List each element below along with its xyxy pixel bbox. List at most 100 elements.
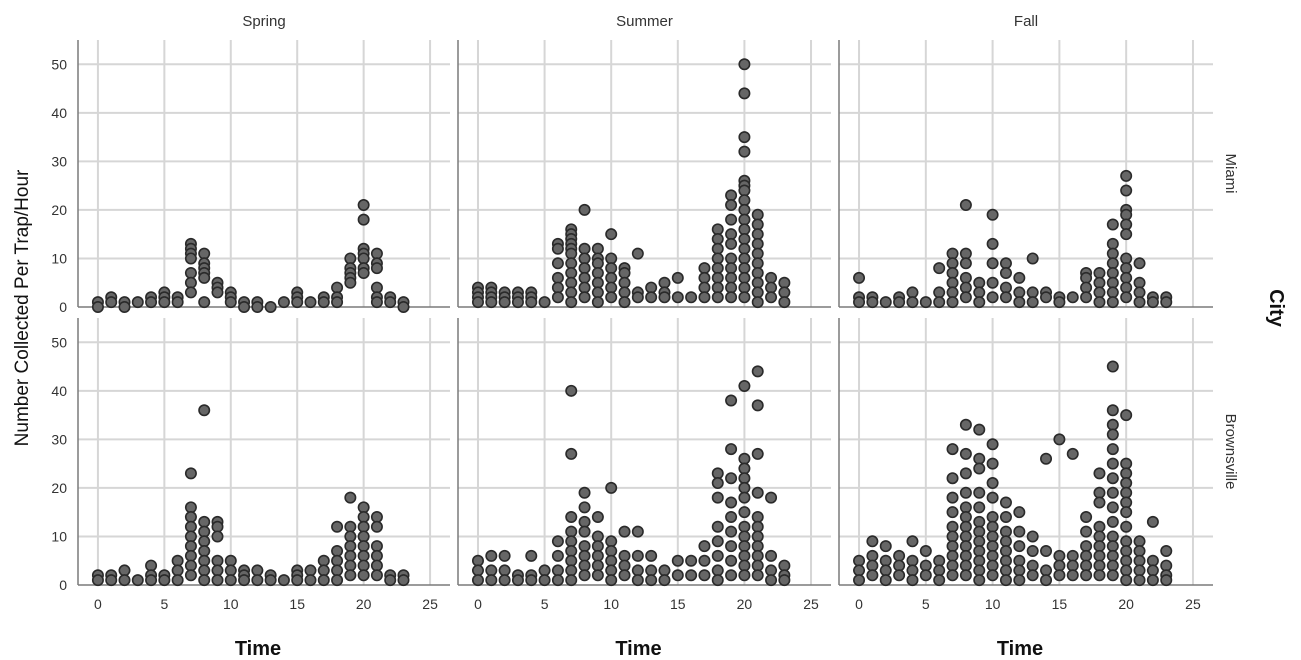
data-point — [1106, 549, 1119, 562]
data-point — [738, 506, 751, 519]
data-point — [711, 491, 724, 504]
data-point — [344, 252, 357, 265]
data-point — [919, 559, 932, 572]
data-point — [565, 276, 578, 289]
x-axis-title: Time — [615, 638, 661, 660]
data-point — [370, 520, 383, 533]
data-point — [999, 257, 1012, 270]
data-point — [959, 501, 972, 514]
y-tick-label: 50 — [51, 334, 67, 350]
data-point — [1160, 559, 1173, 572]
data-point — [879, 574, 892, 587]
data-point — [973, 286, 986, 299]
data-point — [184, 549, 197, 562]
data-point — [959, 247, 972, 260]
data-point — [751, 486, 764, 499]
data-point — [946, 267, 959, 280]
data-point — [1066, 569, 1079, 582]
x-tick-label: 25 — [803, 596, 819, 612]
data-point — [973, 296, 986, 309]
data-point — [485, 296, 498, 309]
data-point — [1160, 574, 1173, 587]
data-point — [1093, 540, 1106, 553]
data-point — [591, 296, 604, 309]
data-point — [370, 549, 383, 562]
data-point — [538, 564, 551, 577]
data-point — [1093, 276, 1106, 289]
data-point — [184, 520, 197, 533]
data-point — [698, 291, 711, 304]
data-point — [711, 574, 724, 587]
data-point — [1080, 271, 1093, 284]
data-point — [1080, 511, 1093, 524]
data-point — [105, 296, 118, 309]
data-point — [198, 564, 211, 577]
data-point — [999, 525, 1012, 538]
x-tick-label: 5 — [922, 596, 930, 612]
data-point — [1106, 257, 1119, 270]
data-point — [986, 559, 999, 572]
data-point — [551, 242, 564, 255]
data-point — [1146, 574, 1159, 587]
data-point — [738, 549, 751, 562]
data-point — [291, 574, 304, 587]
data-point — [1106, 237, 1119, 250]
data-point — [631, 549, 644, 562]
data-point — [919, 545, 932, 558]
data-point — [1146, 554, 1159, 567]
data-point — [645, 291, 658, 304]
data-point — [698, 281, 711, 294]
data-point — [591, 267, 604, 280]
data-point — [658, 276, 671, 289]
x-tick-label: 25 — [422, 596, 438, 612]
data-point — [973, 501, 986, 514]
data-point — [751, 218, 764, 231]
data-point — [565, 525, 578, 538]
data-point — [751, 286, 764, 299]
data-point — [959, 530, 972, 543]
y-tick-label: 10 — [51, 250, 67, 266]
data-point — [1093, 530, 1106, 543]
data-point — [1080, 549, 1093, 562]
data-point — [91, 574, 104, 587]
data-point — [1133, 554, 1146, 567]
x-tick-label: 20 — [737, 596, 753, 612]
data-point — [251, 300, 264, 313]
data-point — [304, 564, 317, 577]
data-point — [685, 291, 698, 304]
x-axis-title: Time — [235, 638, 281, 660]
data-point — [973, 486, 986, 499]
data-point — [605, 252, 618, 265]
data-point — [986, 477, 999, 490]
data-point — [1120, 545, 1133, 558]
data-point — [551, 564, 564, 577]
data-point — [1093, 486, 1106, 499]
data-point — [1053, 559, 1066, 572]
data-point — [698, 540, 711, 553]
data-point — [277, 296, 290, 309]
data-point — [853, 554, 866, 567]
data-point — [1013, 525, 1026, 538]
data-point — [1133, 276, 1146, 289]
data-point — [1160, 545, 1173, 558]
data-point — [384, 296, 397, 309]
data-point — [198, 554, 211, 567]
data-point — [999, 574, 1012, 587]
data-point — [999, 291, 1012, 304]
data-point — [906, 535, 919, 548]
data-point — [999, 554, 1012, 567]
data-point — [959, 486, 972, 499]
data-point — [317, 574, 330, 587]
data-point — [1120, 409, 1133, 422]
data-point — [725, 443, 738, 456]
data-point — [1013, 564, 1026, 577]
data-point — [397, 300, 410, 313]
data-point — [959, 418, 972, 431]
y-axis-title: Number Collected Per Trap/Hour — [12, 169, 33, 446]
data-point — [738, 291, 751, 304]
data-point — [578, 252, 591, 265]
data-point — [578, 281, 591, 294]
data-point — [251, 564, 264, 577]
data-point — [725, 213, 738, 226]
data-point — [331, 296, 344, 309]
